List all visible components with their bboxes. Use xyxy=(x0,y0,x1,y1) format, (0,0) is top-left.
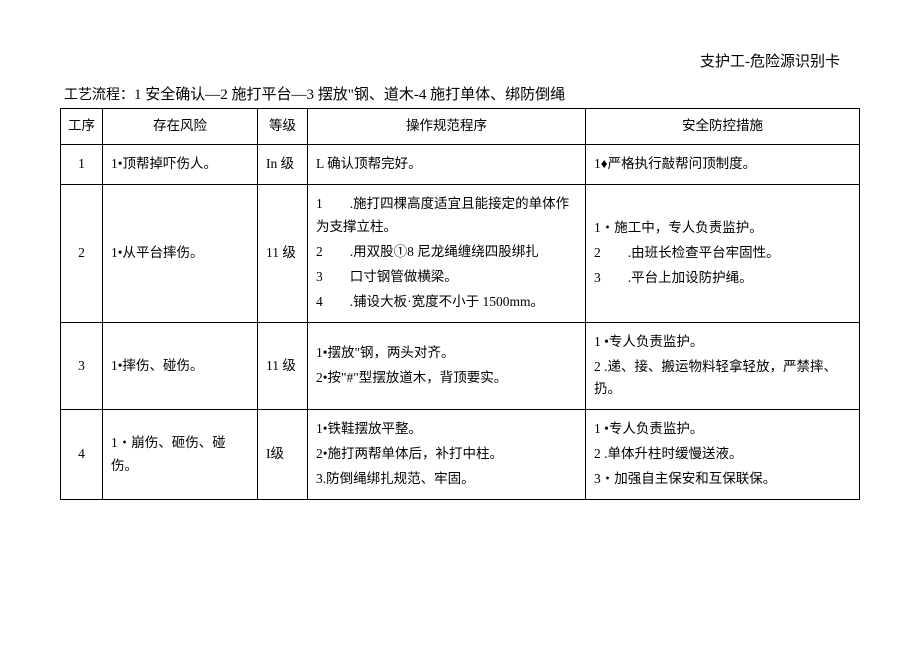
cell-op: 1 .施打四棵高度适宜且能接定的单体作为支撑立柱。2 .用双股①8 尼龙绳缠绕四… xyxy=(308,184,586,322)
safety-line: 1・施工中，专人负责监护。 xyxy=(594,217,851,240)
op-line: 2•按"#"型摆放道木，背顶要实。 xyxy=(316,367,577,390)
cell-risk: 1•摔伤、碰伤。 xyxy=(103,322,258,410)
cell-level: I级 xyxy=(258,410,308,500)
cell-seq: 4 xyxy=(61,410,103,500)
subtitle-steps: 1 安全确认—2 施打平台—3 摆放"钢、道木-4 施打单体、绑防倒绳 xyxy=(134,87,565,103)
op-line: 1•铁鞋摆放平整。 xyxy=(316,418,577,441)
cell-op: 1•铁鞋摆放平整。2•施打两帮单体后，补打中柱。3.防倒绳绑扎规范、牢固。 xyxy=(308,410,586,500)
safety-line: 2 .由班长检查平台牢固性。 xyxy=(594,242,851,265)
header-op: 操作规范程序 xyxy=(308,109,586,145)
safety-line: 2 .单体升柱时缓慢送液。 xyxy=(594,443,851,466)
table-header-row: 工序 存在风险 等级 操作规范程序 安全防控措施 xyxy=(61,109,860,145)
cell-safety: 1 •专人负责监护。2 .递、接、搬运物料轻拿轻放，严禁摔、扔。 xyxy=(586,322,860,410)
safety-line: 2 .递、接、搬运物料轻拿轻放，严禁摔、扔。 xyxy=(594,356,851,402)
cell-safety: 1 •专人负责监护。2 .单体升柱时缓慢送液。3・加强自主保安和互保联保。 xyxy=(586,410,860,500)
op-line: 4 .铺设大板·宽度不小于 1500mm。 xyxy=(316,291,577,314)
cell-risk: 1•从平台摔伤。 xyxy=(103,184,258,322)
cell-level: In 级 xyxy=(258,144,308,184)
subtitle-prefix: 工艺流程： xyxy=(64,88,134,103)
safety-line: 1 •专人负责监护。 xyxy=(594,418,851,441)
op-line: L 确认顶帮完好。 xyxy=(316,153,577,176)
cell-risk: 1•顶帮掉吓伤人。 xyxy=(103,144,258,184)
safety-line: 3 .平台上加设防护绳。 xyxy=(594,267,851,290)
header-safety: 安全防控措施 xyxy=(586,109,860,145)
cell-op: L 确认顶帮完好。 xyxy=(308,144,586,184)
header-level: 等级 xyxy=(258,109,308,145)
op-line: 2•施打两帮单体后，补打中柱。 xyxy=(316,443,577,466)
card-title: 支护工-危险源识别卡 xyxy=(60,50,860,71)
op-line: 3 口寸钢管做横梁。 xyxy=(316,266,577,289)
cell-safety: 1♦严格执行敲帮问顶制度。 xyxy=(586,144,860,184)
table-row: 21•从平台摔伤。11 级1 .施打四棵高度适宜且能接定的单体作为支撑立柱。2 … xyxy=(61,184,860,322)
cell-seq: 1 xyxy=(61,144,103,184)
header-seq: 工序 xyxy=(61,109,103,145)
cell-seq: 2 xyxy=(61,184,103,322)
op-line: 1 .施打四棵高度适宜且能接定的单体作为支撑立柱。 xyxy=(316,193,577,239)
op-line: 3.防倒绳绑扎规范、牢固。 xyxy=(316,468,577,491)
op-line: 2 .用双股①8 尼龙绳缠绕四股绑扎 xyxy=(316,241,577,264)
risk-table: 工序 存在风险 等级 操作规范程序 安全防控措施 11•顶帮掉吓伤人。In 级 L… xyxy=(60,108,860,500)
cell-risk: 1・崩伤、砸伤、碰伤。 xyxy=(103,410,258,500)
safety-line: 1♦严格执行敲帮问顶制度。 xyxy=(594,153,851,176)
cell-level: 11 级 xyxy=(258,322,308,410)
safety-line: 3・加强自主保安和互保联保。 xyxy=(594,468,851,491)
process-flow: 工艺流程：1 安全确认—2 施打平台—3 摆放"钢、道木-4 施打单体、绑防倒绳 xyxy=(60,83,860,104)
cell-seq: 3 xyxy=(61,322,103,410)
table-row: 41・崩伤、砸伤、碰伤。I级1•铁鞋摆放平整。2•施打两帮单体后，补打中柱。3.… xyxy=(61,410,860,500)
table-row: 11•顶帮掉吓伤人。In 级 L 确认顶帮完好。 1♦严格执行敲帮问顶制度。 xyxy=(61,144,860,184)
op-line: 1•摆放"钢，两头对齐。 xyxy=(316,342,577,365)
table-row: 31•摔伤、碰伤。11 级1•摆放"钢，两头对齐。2•按"#"型摆放道木，背顶要… xyxy=(61,322,860,410)
cell-safety: 1・施工中，专人负责监护。2 .由班长检查平台牢固性。3 .平台上加设防护绳。 xyxy=(586,184,860,322)
cell-op: 1•摆放"钢，两头对齐。2•按"#"型摆放道木，背顶要实。 xyxy=(308,322,586,410)
safety-line: 1 •专人负责监护。 xyxy=(594,331,851,354)
cell-level: 11 级 xyxy=(258,184,308,322)
header-risk: 存在风险 xyxy=(103,109,258,145)
